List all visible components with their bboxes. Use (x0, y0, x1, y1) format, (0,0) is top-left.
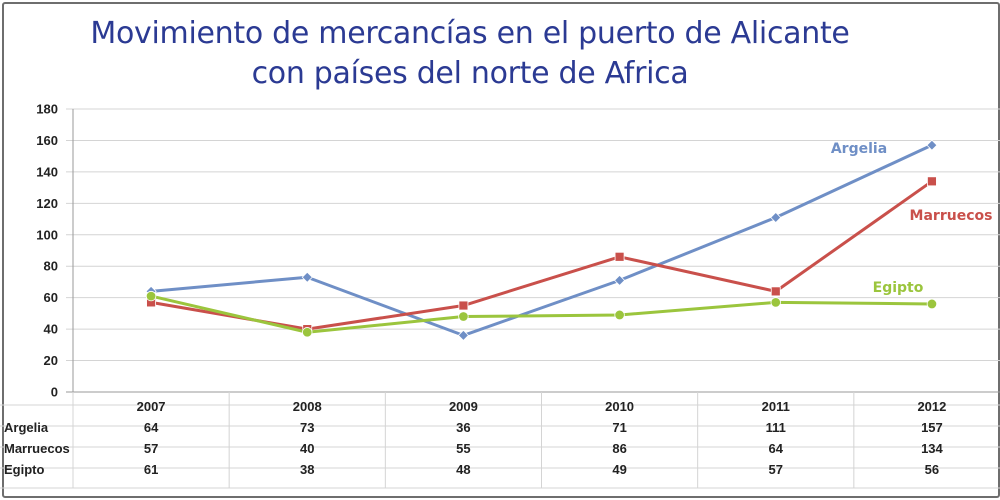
series-label: Argelia (831, 141, 887, 157)
chart-title: Movimiento de mercancías en el puerto de… (90, 16, 850, 51)
y-tick-label: 40 (44, 322, 58, 337)
data-point-diamond (457, 329, 469, 341)
data-label: 38 (300, 462, 314, 477)
data-point-square (458, 300, 469, 311)
data-label: 86 (612, 441, 626, 456)
data-point-diamond (614, 274, 626, 286)
data-point-diamond (926, 139, 938, 151)
chart-subtitle: con países del norte de Africa (251, 56, 689, 91)
x-tick-label: 2010 (605, 399, 634, 414)
data-point-circle (926, 298, 938, 310)
table-row-header: Egipto (4, 462, 44, 477)
series-label: Egipto (873, 280, 924, 296)
data-label: 49 (612, 462, 626, 477)
table-row-header: Marruecos (4, 441, 70, 456)
y-tick-label: 100 (36, 227, 58, 242)
data-point-circle (458, 311, 469, 322)
chart-title-block: Movimiento de mercancías en el puerto de… (0, 14, 940, 94)
data-point-square (614, 251, 625, 262)
series-line-marruecos (150, 180, 933, 331)
data-label: 134 (921, 441, 943, 456)
data-label: 64 (144, 420, 159, 435)
data-label: 157 (921, 420, 943, 435)
x-tick-label: 2012 (917, 399, 946, 414)
data-label: 48 (456, 462, 470, 477)
data-point-square (770, 286, 781, 297)
data-label: 61 (144, 462, 158, 477)
data-point-circle (770, 297, 781, 308)
x-tick-label: 2009 (449, 399, 478, 414)
data-label: 64 (769, 441, 784, 456)
y-tick-label: 120 (36, 196, 58, 211)
data-label: 57 (769, 462, 783, 477)
data-label: 55 (456, 441, 470, 456)
data-label: 111 (766, 420, 786, 435)
x-tick-label: 2007 (137, 399, 166, 414)
y-tick-label: 160 (36, 133, 58, 148)
x-tick-label: 2011 (762, 399, 790, 414)
data-point-diamond (770, 211, 782, 224)
data-label: 73 (300, 420, 314, 435)
data-label: 56 (925, 462, 939, 477)
data-point-square (927, 176, 937, 187)
data-label: 36 (456, 420, 470, 435)
data-label: 40 (300, 441, 314, 456)
data-label: 71 (612, 420, 626, 435)
data-label: 57 (144, 441, 158, 456)
table-row-header: Argelia (4, 420, 49, 435)
x-tick-label: 2008 (293, 399, 322, 414)
y-tick-label: 80 (44, 259, 58, 274)
data-point-circle (145, 290, 157, 302)
y-tick-label: 20 (44, 353, 58, 368)
y-tick-label: 140 (36, 164, 58, 179)
data-point-circle (614, 309, 625, 321)
y-tick-label: 0 (51, 385, 58, 400)
data-point-circle (302, 327, 313, 338)
y-tick-label: 60 (44, 290, 58, 305)
y-tick-label: 180 (36, 102, 58, 117)
series-label: Marruecos (910, 208, 993, 224)
series-line-egipto (150, 294, 932, 334)
series-line-argelia (150, 143, 933, 337)
data-point-diamond (301, 271, 313, 283)
